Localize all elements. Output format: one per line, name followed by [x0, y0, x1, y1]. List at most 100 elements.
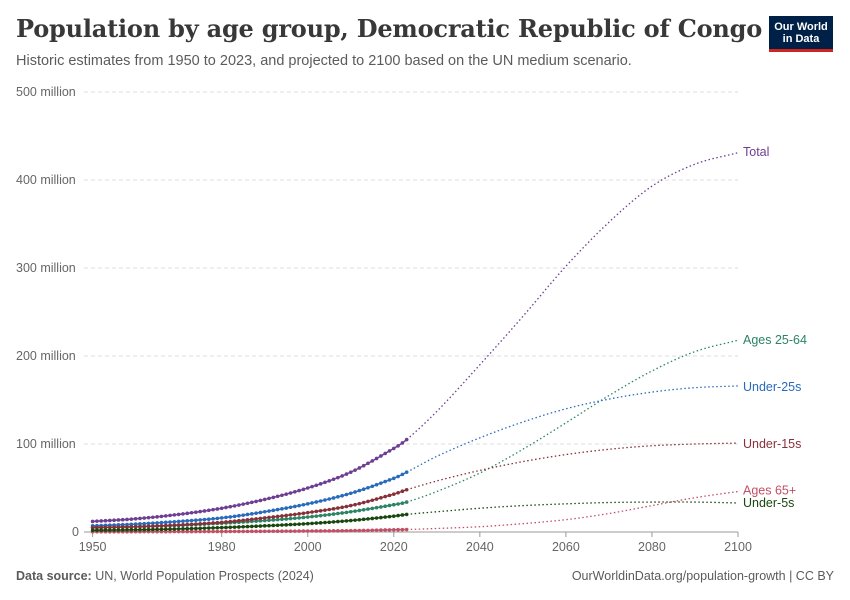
data-point-ages-65-[interactable]	[301, 529, 306, 533]
data-point-under-5s[interactable]	[314, 521, 319, 525]
data-point-under-15s[interactable]	[318, 509, 323, 513]
series-label-ages-25-64[interactable]: Ages 25-64	[743, 333, 807, 347]
data-point-under-25s[interactable]	[275, 507, 280, 512]
data-point-ages-65-[interactable]	[331, 529, 336, 533]
data-point-under-25s[interactable]	[340, 493, 344, 498]
data-point-ages-65-[interactable]	[262, 529, 267, 534]
data-point-total[interactable]	[120, 517, 125, 522]
data-point-under-5s[interactable]	[185, 526, 190, 531]
data-point-ages-25-64[interactable]	[323, 513, 327, 517]
data-point-ages-65-[interactable]	[348, 528, 353, 533]
data-point-under-15s[interactable]	[391, 492, 396, 496]
data-point-under-25s[interactable]	[215, 516, 220, 521]
data-point-under-5s[interactable]	[361, 517, 366, 522]
data-point-under-15s[interactable]	[181, 522, 185, 527]
data-point-total[interactable]	[176, 512, 181, 517]
data-point-total[interactable]	[258, 498, 263, 503]
data-point-under-15s[interactable]	[396, 490, 400, 495]
data-point-ages-65-[interactable]	[305, 529, 310, 533]
data-point-total[interactable]	[314, 483, 319, 488]
data-point-total[interactable]	[305, 486, 310, 490]
data-point-ages-25-64[interactable]	[379, 505, 383, 509]
data-point-ages-65-[interactable]	[383, 528, 387, 532]
data-point-ages-25-64[interactable]	[336, 511, 340, 516]
data-point-total[interactable]	[361, 463, 366, 468]
data-point-ages-65-[interactable]	[271, 529, 276, 534]
data-point-ages-65-[interactable]	[327, 529, 332, 533]
data-point-under-15s[interactable]	[331, 507, 336, 511]
data-point-under-15s[interactable]	[297, 512, 301, 516]
data-point-total[interactable]	[159, 514, 164, 519]
series-label-under-5s[interactable]: Under-5s	[743, 496, 794, 510]
data-point-ages-25-64[interactable]	[357, 508, 362, 513]
data-point-under-15s[interactable]	[336, 506, 340, 510]
data-point-under-25s[interactable]	[284, 506, 289, 510]
data-point-total[interactable]	[404, 437, 409, 442]
data-point-under-15s[interactable]	[99, 525, 104, 530]
data-point-under-15s[interactable]	[353, 502, 357, 507]
data-point-ages-65-[interactable]	[391, 528, 396, 532]
data-point-under-5s[interactable]	[275, 523, 280, 528]
data-point-ages-25-64[interactable]	[387, 503, 392, 508]
data-point-ages-65-[interactable]	[396, 527, 400, 532]
data-point-under-15s[interactable]	[168, 523, 172, 528]
data-point-ages-65-[interactable]	[353, 528, 357, 533]
data-point-under-25s[interactable]	[202, 517, 207, 522]
data-point-ages-65-[interactable]	[323, 529, 327, 533]
data-point-total[interactable]	[129, 517, 134, 521]
data-point-under-15s[interactable]	[138, 524, 142, 529]
data-point-under-15s[interactable]	[237, 518, 241, 523]
data-point-under-5s[interactable]	[258, 524, 263, 528]
data-point-total[interactable]	[288, 491, 293, 495]
data-point-ages-25-64[interactable]	[348, 509, 353, 514]
data-point-under-15s[interactable]	[348, 503, 353, 508]
data-point-under-15s[interactable]	[185, 522, 190, 527]
data-point-under-15s[interactable]	[103, 525, 108, 530]
data-point-total[interactable]	[194, 510, 198, 514]
data-point-ages-65-[interactable]	[267, 529, 271, 534]
data-point-under-5s[interactable]	[336, 519, 340, 524]
data-point-under-15s[interactable]	[361, 500, 366, 505]
data-point-under-25s[interactable]	[133, 522, 138, 526]
series-line-projected-under-15s[interactable]	[406, 442, 739, 491]
data-point-total[interactable]	[293, 490, 297, 494]
data-point-total[interactable]	[254, 499, 258, 504]
data-point-under-15s[interactable]	[120, 525, 125, 529]
data-point-total[interactable]	[310, 484, 314, 489]
data-point-under-15s[interactable]	[151, 524, 155, 528]
data-point-under-5s[interactable]	[297, 522, 301, 526]
data-point-ages-25-64[interactable]	[301, 515, 306, 520]
data-point-under-5s[interactable]	[172, 527, 177, 531]
data-point-under-15s[interactable]	[146, 524, 151, 529]
data-point-under-25s[interactable]	[185, 519, 190, 523]
data-point-total[interactable]	[391, 446, 396, 451]
data-point-ages-65-[interactable]	[293, 529, 297, 533]
data-point-under-5s[interactable]	[288, 522, 293, 527]
data-point-under-15s[interactable]	[250, 517, 254, 522]
data-point-ages-65-[interactable]	[387, 528, 392, 532]
data-point-under-5s[interactable]	[262, 524, 267, 528]
data-point-under-25s[interactable]	[176, 519, 181, 524]
data-point-under-5s[interactable]	[176, 527, 181, 531]
data-point-ages-25-64[interactable]	[267, 518, 271, 523]
series-label-under-25s[interactable]: Under-25s	[743, 380, 801, 394]
data-point-under-25s[interactable]	[293, 504, 297, 509]
series-line-projected-total[interactable]	[406, 152, 739, 441]
data-point-under-5s[interactable]	[211, 526, 215, 530]
data-point-ages-25-64[interactable]	[374, 505, 379, 510]
series-line-projected-under-5s[interactable]	[406, 501, 739, 516]
data-point-under-25s[interactable]	[301, 502, 306, 507]
data-point-under-25s[interactable]	[237, 513, 241, 518]
data-point-under-25s[interactable]	[357, 488, 362, 493]
data-point-under-5s[interactable]	[95, 528, 99, 532]
data-point-under-15s[interactable]	[271, 515, 276, 519]
data-point-under-15s[interactable]	[254, 517, 258, 521]
data-point-under-25s[interactable]	[142, 521, 147, 526]
data-point-under-25s[interactable]	[318, 499, 323, 503]
data-point-under-5s[interactable]	[120, 528, 125, 532]
data-point-under-15s[interactable]	[310, 510, 314, 514]
data-point-under-25s[interactable]	[138, 522, 142, 526]
data-point-under-15s[interactable]	[116, 525, 121, 529]
data-point-ages-65-[interactable]	[237, 529, 241, 534]
data-point-under-15s[interactable]	[133, 524, 138, 529]
